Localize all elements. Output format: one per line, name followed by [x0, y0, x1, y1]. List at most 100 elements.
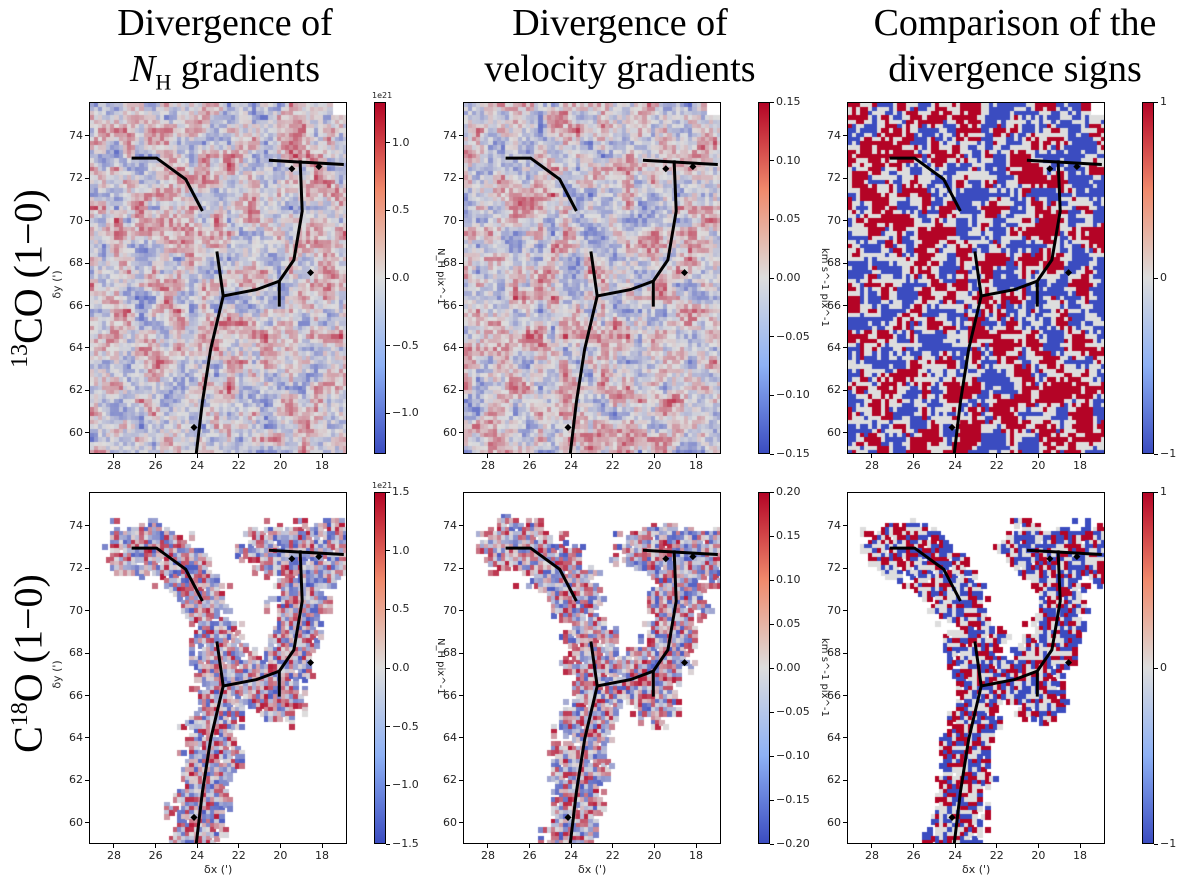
y-tick-label: 62: [443, 383, 457, 397]
y-tickmark: [85, 347, 89, 349]
colorbar: [374, 492, 386, 844]
y-tickmark: [459, 177, 463, 179]
diamond-marker: [681, 659, 689, 667]
y-tick-label: 64: [69, 340, 83, 354]
x-tickmark: [155, 454, 157, 458]
y-tickmark: [459, 347, 463, 349]
x-axis-label: δx ('): [962, 863, 991, 876]
colorbar: [1142, 102, 1154, 454]
x-tickmark: [695, 454, 697, 458]
y-tick-label: 62: [443, 773, 457, 787]
y-tick-label: 60: [443, 815, 457, 829]
y-tickmark: [843, 695, 847, 697]
colorbar-tickmark: [770, 623, 774, 625]
filament-line: [1026, 158, 1102, 166]
x-tick-label: 20: [647, 849, 662, 862]
y-tickmark: [459, 432, 463, 434]
x-axis-label: δx ('): [204, 863, 233, 876]
colorbar-tick-label: 1: [1160, 95, 1167, 108]
colorbar-tick-label: 1.5: [392, 485, 410, 498]
x-tickmark: [279, 844, 281, 848]
y-tick-label: 66: [443, 298, 457, 312]
colorbar-tickmark: [386, 209, 390, 211]
x-tick-label: 20: [273, 459, 288, 472]
colorbar-tick-label: 0.10: [776, 573, 801, 586]
y-tick-label: 70: [69, 213, 83, 227]
diamond-marker: [948, 813, 956, 821]
x-tick-label: 22: [605, 459, 620, 472]
colorbar-tick-label: −1.0: [392, 406, 419, 420]
colorbar-tick-label: 0.00: [776, 271, 801, 284]
y-tick-label: 62: [827, 383, 841, 397]
y-tick-label: 70: [443, 603, 457, 617]
colorbar-tickmark: [770, 535, 774, 537]
y-tick-label: 68: [443, 256, 457, 270]
skeleton-overlay: [889, 156, 1102, 453]
x-tickmark: [1037, 454, 1039, 458]
y-tickmark: [459, 525, 463, 527]
column-title-signs: Comparison of the divergence signs: [835, 0, 1195, 92]
filament-line: [589, 160, 678, 298]
x-tick-label: 26: [522, 459, 537, 472]
x-tick-label: 22: [989, 849, 1004, 862]
x-tick-label: 22: [231, 459, 246, 472]
column-title-velocity: Divergence of velocity gradients: [440, 0, 800, 92]
y-tick-label: 74: [69, 128, 83, 142]
y-tick-label: 68: [827, 256, 841, 270]
x-tickmark: [612, 454, 614, 458]
x-tickmark: [321, 844, 323, 848]
y-tick-label: 62: [69, 773, 83, 787]
y-axis-label: δy ('): [50, 660, 64, 689]
y-tickmark: [459, 389, 463, 391]
x-tick-label: 26: [522, 849, 537, 862]
title-line1: Divergence of: [512, 2, 728, 44]
y-tick-label: 68: [69, 256, 83, 270]
diamond-marker: [1046, 555, 1054, 563]
y-tickmark: [85, 822, 89, 824]
x-tick-label: 18: [1073, 459, 1088, 472]
row-sup: 18: [7, 702, 34, 727]
y-tick-label: 74: [443, 518, 457, 532]
colorbar-tickmark: [770, 799, 774, 801]
y-tick-label: 66: [827, 298, 841, 312]
filament-line: [589, 550, 678, 688]
y-tick-label: 70: [827, 603, 841, 617]
diamond-marker: [288, 555, 296, 563]
x-tickmark: [871, 454, 873, 458]
y-tickmark: [85, 220, 89, 222]
y-tick-label: 60: [69, 815, 83, 829]
y-tickmark: [843, 822, 847, 824]
y-tickmark: [459, 135, 463, 137]
y-tickmark: [459, 262, 463, 264]
colorbar-tickmark: [770, 491, 774, 493]
colorbar-tick-label: 0.0: [392, 271, 410, 284]
colorbar-tickmark: [386, 608, 390, 610]
x-tickmark: [695, 844, 697, 848]
filament-line: [215, 160, 304, 298]
y-tick-label: 66: [69, 688, 83, 702]
filament-line: [973, 160, 1062, 298]
x-tickmark: [871, 844, 873, 848]
diamond-marker: [564, 423, 572, 431]
y-tick-label: 74: [827, 128, 841, 142]
skeleton-overlay: [131, 156, 344, 453]
x-tickmark: [155, 844, 157, 848]
y-tick-label: 60: [827, 815, 841, 829]
colorbar-tick-label: 0.05: [776, 617, 801, 630]
filament-line: [568, 685, 599, 843]
filament-line: [194, 295, 225, 453]
filament-line: [642, 548, 718, 556]
x-tick-label: 24: [190, 459, 205, 472]
y-tickmark: [843, 305, 847, 307]
colorbar: [758, 102, 770, 454]
colorbar-tick-label: −0.05: [776, 329, 810, 343]
filament-line: [505, 156, 578, 212]
y-tick-label: 60: [827, 425, 841, 439]
x-tickmark: [1079, 454, 1081, 458]
colorbar-tickmark: [1154, 667, 1158, 669]
y-axis-label: δy ('): [50, 270, 64, 299]
colorbar-tickmark: [770, 160, 774, 162]
y-tick-label: 62: [827, 773, 841, 787]
y-tickmark: [459, 220, 463, 222]
y-tick-label: 66: [443, 688, 457, 702]
